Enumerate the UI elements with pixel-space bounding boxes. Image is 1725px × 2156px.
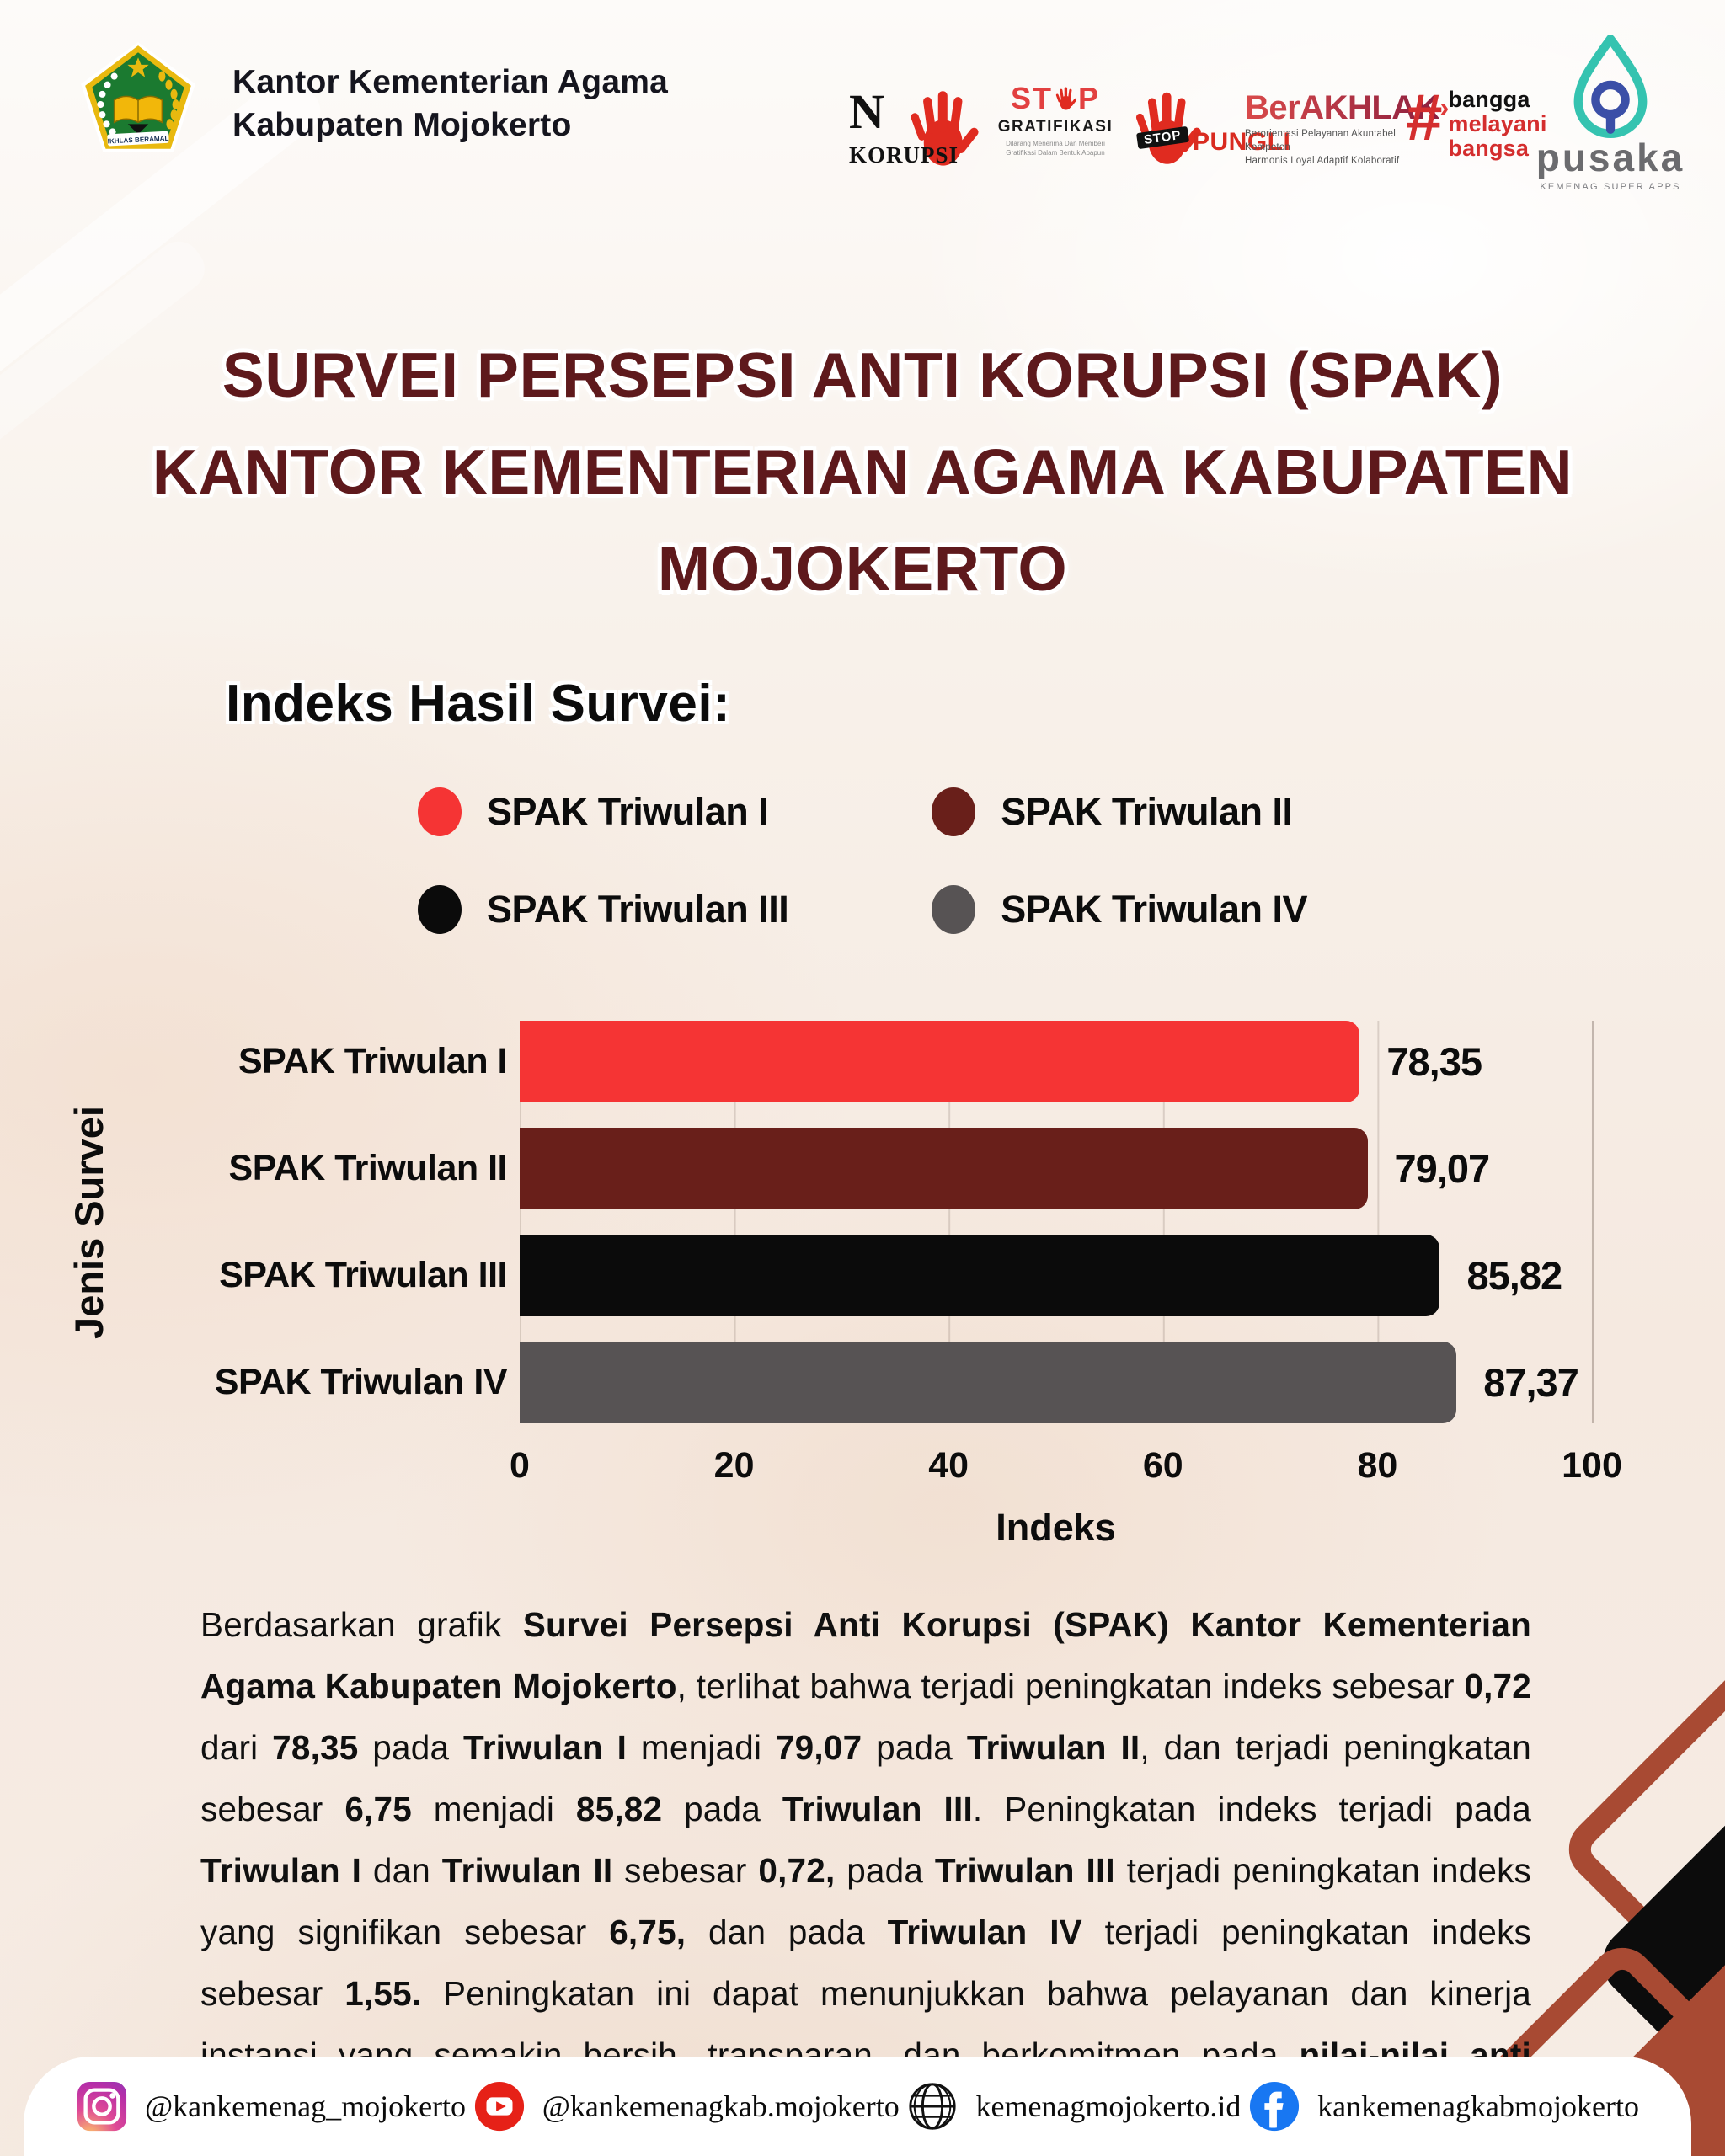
bar-value: 79,07 — [1394, 1146, 1491, 1191]
pusaka-name: pusaka — [1535, 136, 1685, 179]
footer-item-website[interactable]: kemenagmojokerto.id — [906, 2080, 1241, 2132]
youtube-icon — [474, 2081, 524, 2132]
bar-value: 85,82 — [1466, 1253, 1562, 1298]
title-line2: KANTOR KEMENTERIAN AGAMA KABUPATEN — [152, 435, 1573, 507]
legend-label: SPAK Triwulan II — [1001, 790, 1293, 833]
footer-bar: @kankemenag_mojokerto @kankemenagkab.moj… — [24, 2057, 1691, 2156]
stop-pungli-logo: STOP PUNGLI — [1130, 84, 1290, 168]
footer-handle[interactable]: @kankemenagkab.mojokerto — [542, 2089, 900, 2123]
page-title: SURVEI PERSEPSI ANTI KORUPSI (SPAK) KANT… — [84, 327, 1641, 616]
x-tick: 40 — [928, 1445, 969, 1486]
berakhlak-title: BerAKHLAK — [1245, 89, 1440, 126]
category-label: SPAK Triwulan II — [228, 1148, 508, 1188]
bangga-word1: bangga — [1448, 87, 1530, 112]
category-label: SPAK Triwulan III — [219, 1255, 507, 1295]
title-line1: SURVEI PERSEPSI ANTI KORUPSI (SPAK) — [222, 339, 1503, 410]
bar-chart-plot: 78,35 79,07 85,82 87,37 — [520, 1021, 1594, 1423]
bar-row: 85,82 — [520, 1235, 1592, 1316]
berakhlak-subtitle1: Berorientasi Pelayanan Akuntabel Kompete… — [1245, 129, 1397, 153]
legend-item: SPAK Triwulan I — [418, 787, 788, 836]
hand-icon — [1055, 84, 1076, 111]
stop-gratifikasi-subtitle: Dilarang Menerima Dan Memberi Gratifikas… — [1006, 140, 1105, 157]
no-korupsi-logo: N KORUPSI — [849, 84, 984, 168]
legend-label: SPAK Triwulan IV — [1001, 888, 1307, 931]
bar-value: 87,37 — [1483, 1360, 1579, 1405]
legend-item: SPAK Triwulan IV — [932, 885, 1307, 934]
hand-icon — [1130, 84, 1201, 167]
x-tick: 80 — [1357, 1445, 1398, 1486]
bar-spak-triwulan-3 — [520, 1235, 1440, 1316]
berakhlak-logo: BerAKHLAK › Berorientasi Pelayanan Akunt… — [1245, 89, 1449, 168]
footer-item-youtube[interactable]: @kankemenagkab.mojokerto — [473, 2080, 900, 2132]
chart-legend: SPAK Triwulan I SPAK Triwulan II SPAK Tr… — [0, 787, 1725, 934]
legend-dot-maroon — [932, 787, 976, 836]
bar-row: 79,07 — [520, 1128, 1592, 1209]
stop-gratifikasi-title: GRATIFIKASI — [997, 118, 1114, 136]
kemenag-logo: IKHLAS BERAMAL — [81, 42, 195, 152]
footer-handle[interactable]: kemenagmojokerto.id — [975, 2089, 1242, 2123]
category-label: SPAK Triwulan I — [238, 1041, 508, 1081]
x-axis-label: Indeks — [996, 1506, 1116, 1549]
pusaka-logo: pusaka KEMENAG SUPER APPS — [1526, 34, 1695, 192]
footer-item-facebook[interactable]: kankemenagkabmojokerto — [1248, 2080, 1639, 2132]
section-heading: Indeks Hasil Survei: — [226, 675, 731, 733]
x-tick: 100 — [1562, 1445, 1622, 1486]
bar-spak-triwulan-4 — [520, 1342, 1457, 1423]
bar-spak-triwulan-1 — [520, 1021, 1360, 1102]
legend-label: SPAK Triwulan III — [487, 888, 789, 931]
stop-gratifikasi-st: ST — [1010, 81, 1053, 115]
no-korupsi-text: KORUPSI — [849, 142, 959, 168]
globe-icon — [909, 2083, 957, 2130]
legend-item: SPAK Triwulan III — [418, 885, 789, 934]
org-name: Kantor Kementerian Agama Kabupaten Mojok… — [232, 61, 668, 147]
legend-dot-gray — [932, 885, 976, 934]
legend-dot-black — [418, 885, 462, 934]
no-korupsi-n: N — [849, 84, 884, 139]
bangga-word2: melayani — [1448, 111, 1547, 137]
berakhlak-subtitle2: Harmonis Loyal Adaptif Kolaboratif — [1245, 156, 1400, 167]
x-tick: 60 — [1142, 1445, 1183, 1486]
footer-item-instagram[interactable]: @kankemenag_mojokerto — [76, 2080, 466, 2132]
stop-pungli-pungli: PUNGLI — [1193, 128, 1291, 156]
x-tick: 20 — [713, 1445, 755, 1486]
title-line3: MOJOKERTO — [657, 532, 1068, 604]
bar-row: 87,37 — [520, 1342, 1592, 1423]
facebook-icon — [1250, 2081, 1300, 2132]
legend-item: SPAK Triwulan II — [932, 787, 1307, 836]
bar-value: 78,35 — [1386, 1039, 1482, 1084]
footer-handle[interactable]: kankemenagkabmojokerto — [1317, 2089, 1639, 2123]
berakhlak-arrow: › — [1439, 92, 1450, 124]
category-label: SPAK Triwulan IV — [214, 1362, 508, 1402]
legend-label: SPAK Triwulan I — [487, 790, 769, 833]
stop-gratifikasi-logo: ST P GRATIFIKASI Dilarang Menerima Dan M… — [992, 81, 1119, 158]
footer-handle[interactable]: @kankemenag_mojokerto — [145, 2089, 467, 2123]
pusaka-subtitle: KEMENAG SUPER APPS — [1540, 182, 1681, 192]
bangga-melayani-bangsa-logo: # bangga melayani bangsa — [1405, 80, 1546, 161]
instagram-icon — [77, 2081, 127, 2132]
logo-banner-text: IKHLAS BERAMAL — [107, 135, 168, 146]
hash-icon: # — [1405, 80, 1442, 154]
bar-row: 78,35 — [520, 1021, 1592, 1102]
org-name-line1: Kantor Kementerian Agama — [232, 64, 668, 100]
y-axis-label: Jenis Survei — [66, 1105, 111, 1339]
x-tick: 0 — [510, 1445, 530, 1486]
org-name-line2: Kabupaten Mojokerto — [232, 107, 572, 144]
bangga-word3: bangsa — [1448, 136, 1530, 162]
category-labels: SPAK Triwulan I SPAK Triwulan II SPAK Tr… — [126, 1021, 508, 1449]
legend-dot-red — [418, 787, 462, 836]
x-axis-ticks: 0 20 40 60 80 100 — [510, 1445, 1622, 1489]
bar-spak-triwulan-2 — [520, 1128, 1368, 1209]
stop-gratifikasi-p: P — [1078, 81, 1101, 115]
pusaka-drop-icon — [1573, 35, 1648, 138]
